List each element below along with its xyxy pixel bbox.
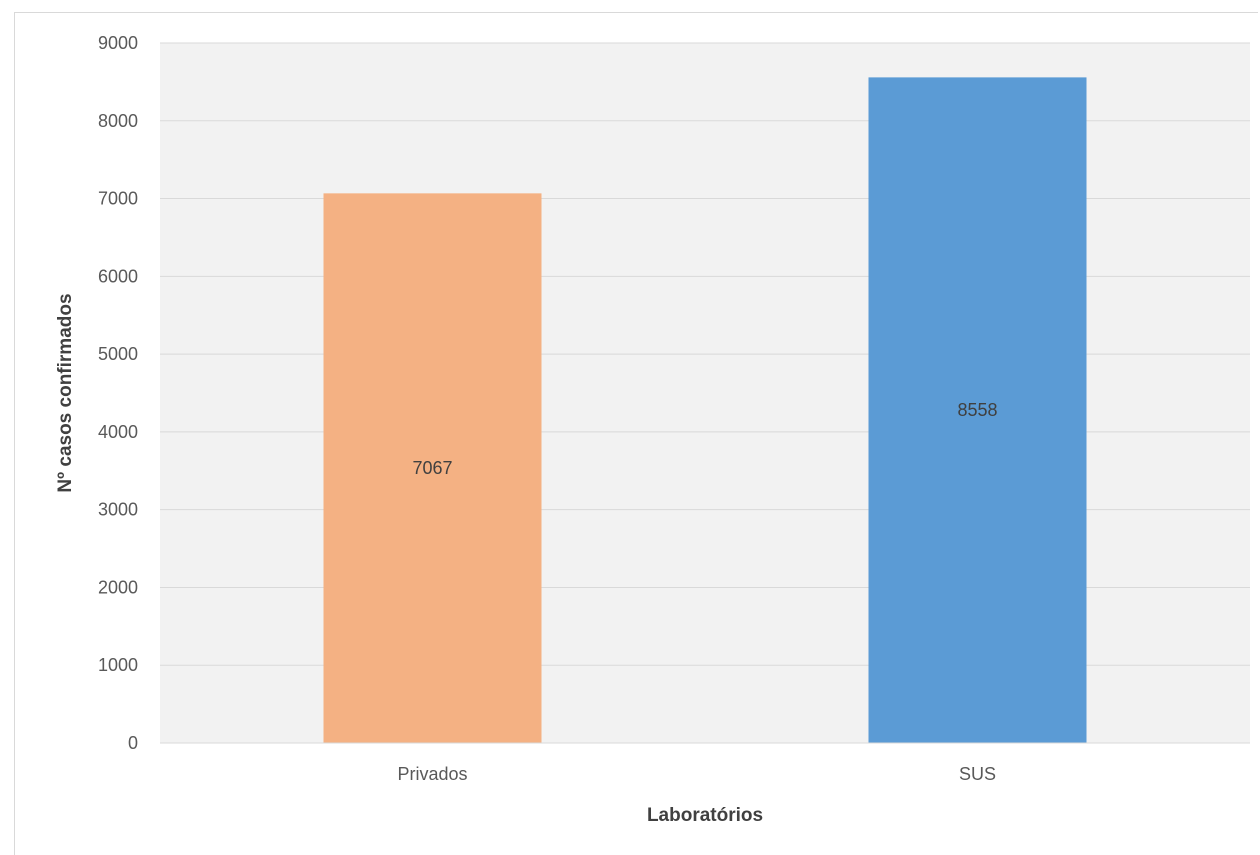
y-tick-label: 2000 [98, 577, 138, 597]
y-axis-title: Nº casos confirmados [55, 293, 76, 492]
y-tick-label: 3000 [98, 500, 138, 520]
data-labels: 7067 8558 [412, 400, 997, 478]
data-label: 7067 [412, 458, 452, 478]
y-axis-tick-labels: 0 1000 2000 3000 4000 5000 6000 7000 8000 9000 [98, 33, 138, 753]
y-tick-label: 1000 [98, 655, 138, 675]
x-tick-label: Privados [397, 764, 467, 784]
x-axis-title: Laboratórios [647, 805, 763, 826]
x-axis-tick-labels: Privados SUS [397, 764, 996, 784]
y-tick-label: 4000 [98, 422, 138, 442]
y-tick-label: 0 [128, 733, 138, 753]
y-tick-label: 7000 [98, 189, 138, 209]
y-tick-label: 5000 [98, 344, 138, 364]
data-label: 8558 [957, 400, 997, 420]
x-tick-label: SUS [959, 764, 996, 784]
y-tick-label: 6000 [98, 266, 138, 286]
bars [323, 77, 1087, 743]
bar-privados [323, 193, 542, 743]
y-tick-label: 8000 [98, 111, 138, 131]
bar-sus [868, 77, 1087, 743]
y-tick-label: 9000 [98, 33, 138, 53]
